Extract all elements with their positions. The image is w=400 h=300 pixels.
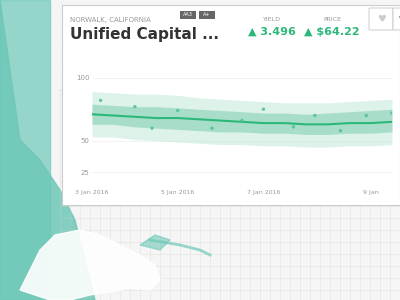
- Point: [132, 104, 138, 109]
- Point: [290, 124, 297, 129]
- Polygon shape: [0, 0, 95, 300]
- Text: ▾: ▾: [399, 14, 400, 24]
- Text: ♥: ♥: [377, 14, 385, 24]
- Text: Unified Capital ...: Unified Capital ...: [70, 27, 219, 42]
- Point: [209, 126, 215, 130]
- Point: [149, 126, 155, 130]
- Point: [363, 113, 370, 118]
- Point: [97, 98, 104, 103]
- Bar: [62, 0, 400, 110]
- Text: AA3: AA3: [183, 12, 193, 17]
- FancyBboxPatch shape: [369, 8, 393, 30]
- Text: NORWALK, CALIFORNIA: NORWALK, CALIFORNIA: [70, 17, 151, 23]
- Text: ▲ $64.22: ▲ $64.22: [304, 27, 360, 37]
- Polygon shape: [140, 235, 170, 250]
- Bar: [62, 5, 400, 205]
- Point: [239, 118, 245, 123]
- Bar: [199, 11, 215, 19]
- Text: A+: A+: [203, 12, 211, 17]
- Text: ▲ 3.496: ▲ 3.496: [248, 27, 296, 37]
- Bar: [180, 11, 196, 19]
- Text: PRICE: PRICE: [323, 17, 341, 22]
- FancyBboxPatch shape: [393, 8, 400, 30]
- Polygon shape: [20, 230, 160, 300]
- Text: YIELD: YIELD: [263, 17, 281, 22]
- Point: [337, 128, 344, 133]
- Point: [260, 107, 267, 112]
- Point: [312, 113, 318, 118]
- Point: [174, 108, 181, 113]
- Point: [389, 111, 395, 116]
- Polygon shape: [0, 0, 50, 300]
